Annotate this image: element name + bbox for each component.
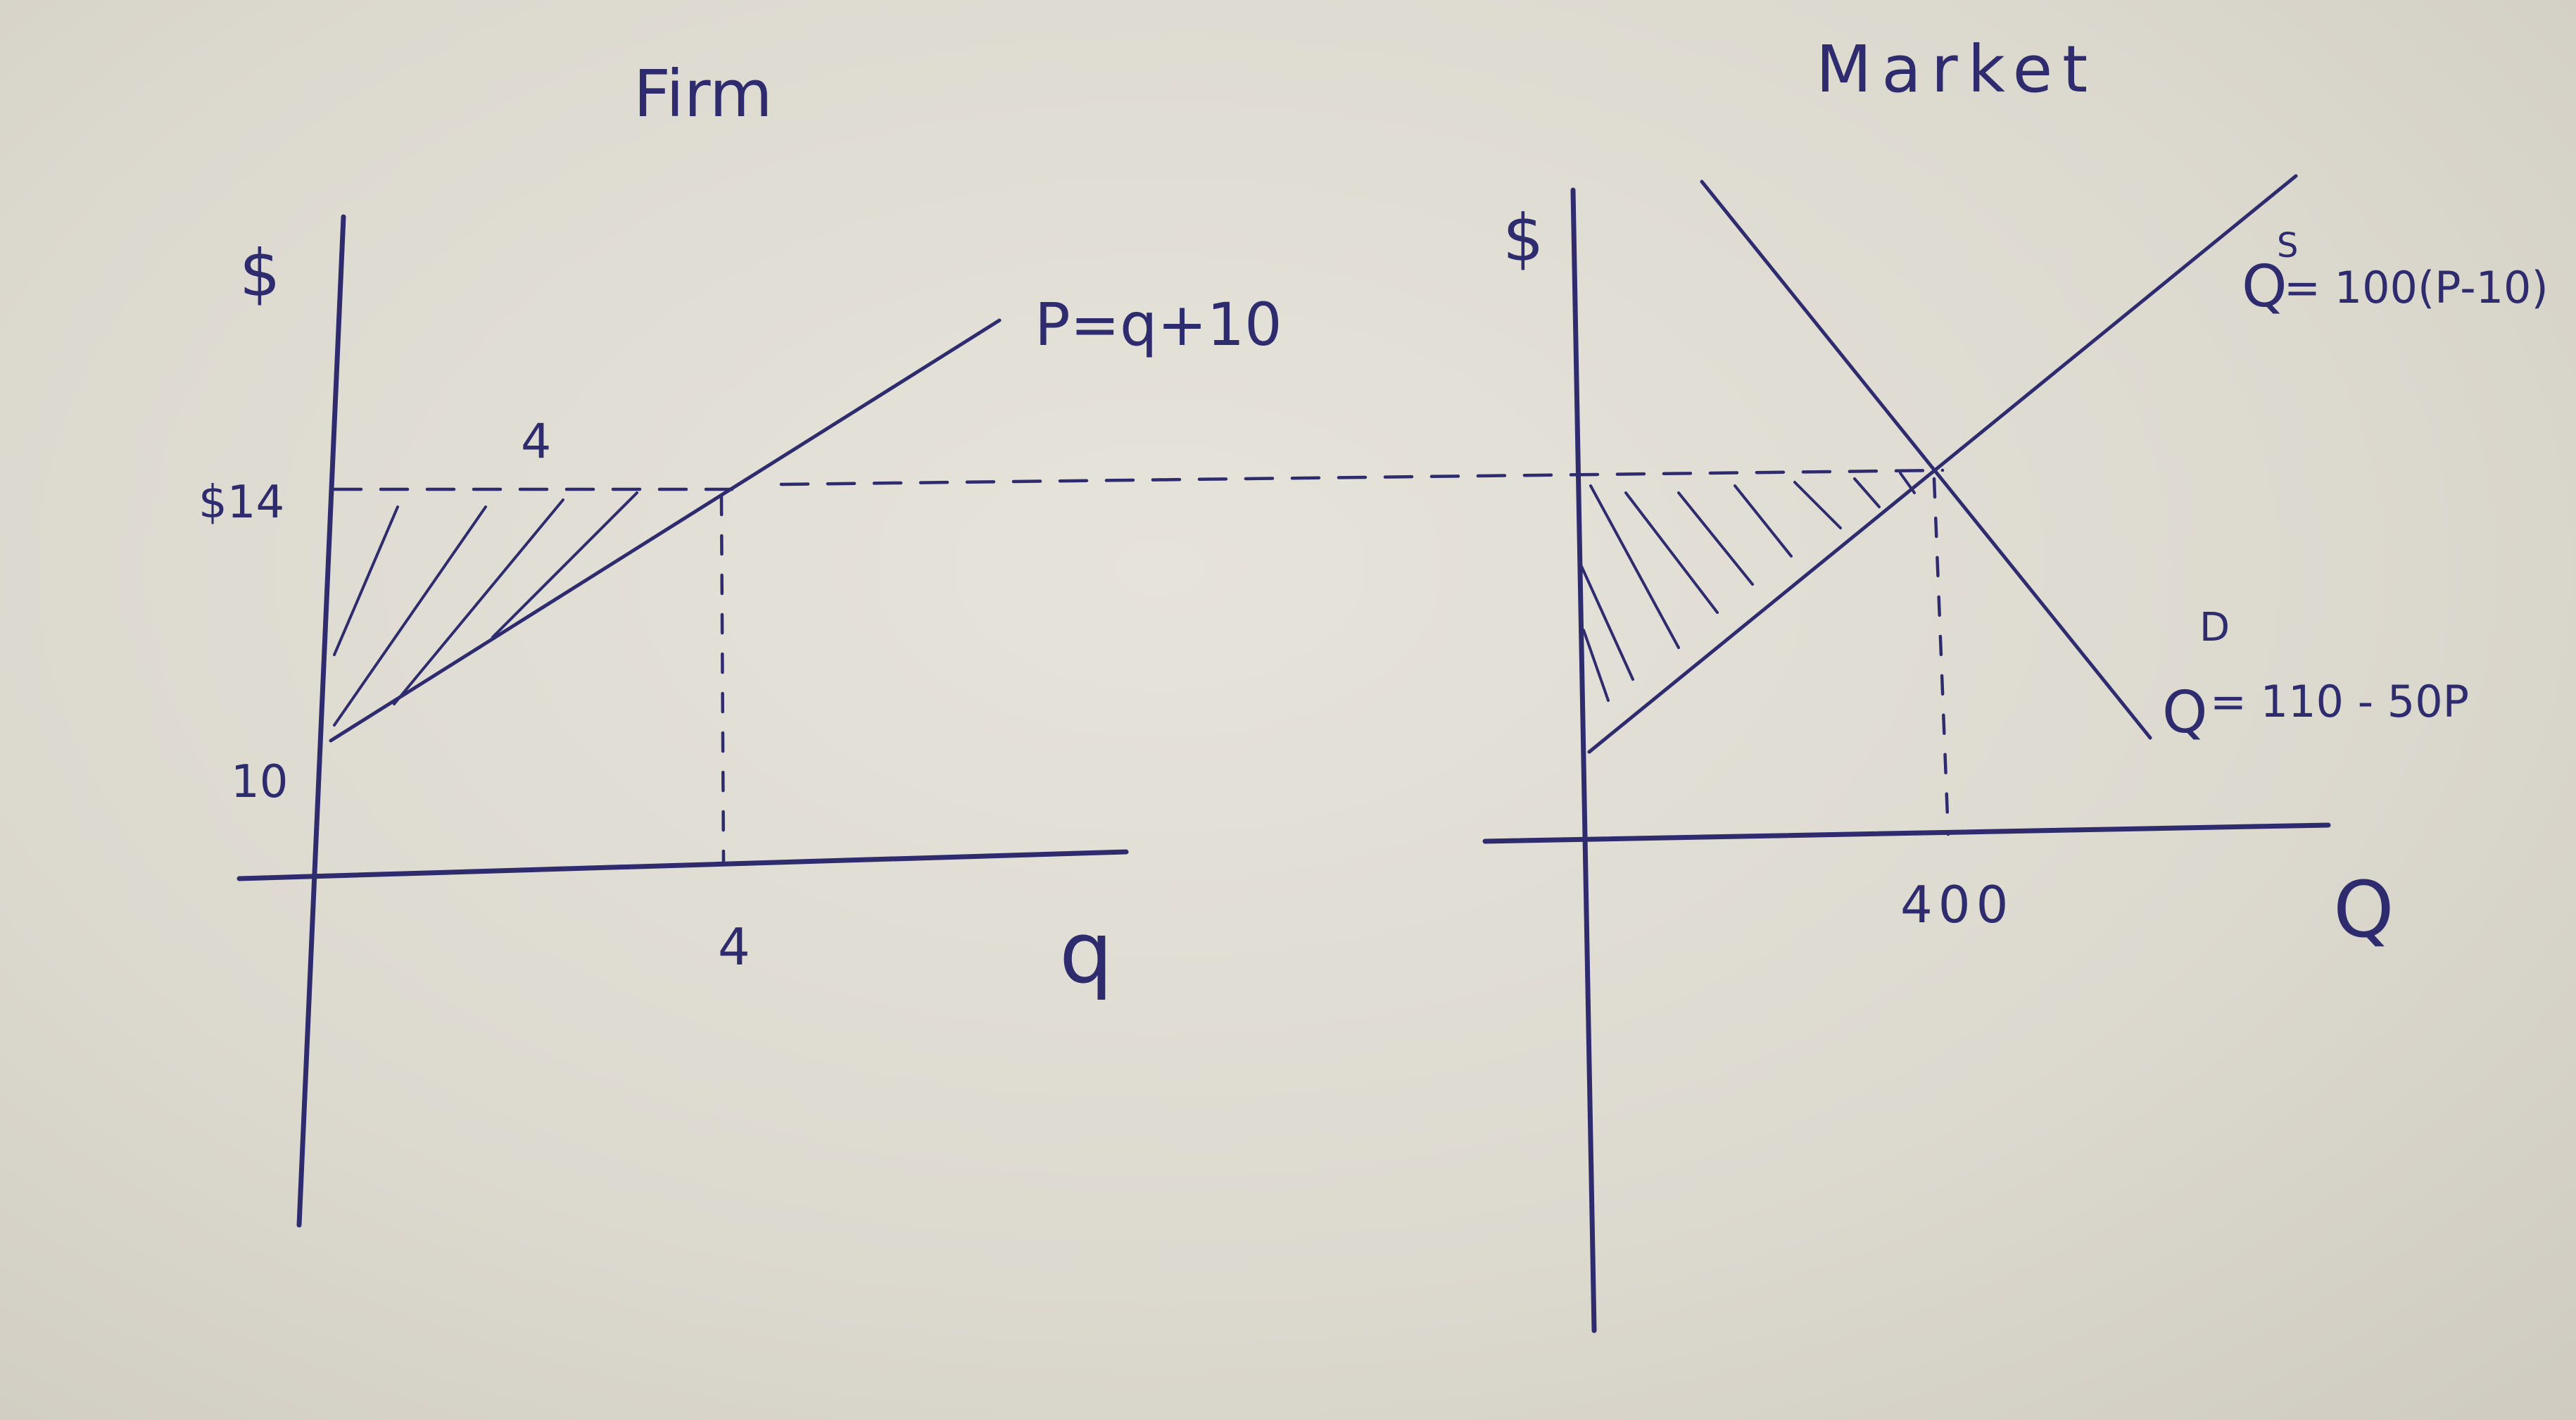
market-title: Market <box>1816 32 2097 107</box>
market-demand-label: Q D = 110 - 50P <box>2162 605 2469 746</box>
firm-supply-curve <box>329 318 1002 743</box>
market-demand-q: Q <box>2162 679 2208 746</box>
firm-y-axis-label: $ <box>239 236 281 311</box>
firm-y-axis <box>296 214 346 1228</box>
firm-x-axis-label: q <box>1059 905 1113 1003</box>
market-y-axis <box>1570 187 1597 1333</box>
market-supply-label: Q S = 100(P-10) <box>2242 226 2549 320</box>
market-supply-curve <box>1587 174 2298 754</box>
firm-curve-label: P=q+10 <box>1035 290 1282 359</box>
market-panel: Market $ Q 400 Q S = 100(P-10) Q D = 110… <box>779 32 2549 1333</box>
firm-price-tick: $14 <box>198 477 284 529</box>
market-producer-surplus-hatch <box>1579 472 1916 702</box>
market-x-axis-label: Q <box>2333 865 2394 955</box>
firm-producer-surplus-hatch <box>333 491 638 727</box>
market-quantity-dashed-line <box>1932 477 1950 836</box>
market-price-dashed-line <box>779 468 1945 486</box>
firm-quantity-dashed-line <box>719 494 726 865</box>
market-supply-superscript: S <box>2277 226 2298 265</box>
firm-x-axis <box>236 849 1129 881</box>
market-quantity-tick: 400 <box>1900 875 2014 934</box>
market-demand-equation: = 110 - 50P <box>2210 676 2469 727</box>
firm-segment-label: 4 <box>521 414 551 470</box>
market-demand-curve <box>1700 180 2152 740</box>
firm-panel: Firm $ q P=q+10 $14 10 4 4 <box>198 56 1282 1228</box>
market-demand-superscript: D <box>2199 605 2230 651</box>
firm-quantity-tick: 4 <box>718 917 750 976</box>
market-x-axis <box>1482 822 2331 844</box>
firm-intercept-tick: 10 <box>231 756 288 808</box>
market-supply-q: Q <box>2242 253 2287 320</box>
firm-title: Firm <box>633 56 773 132</box>
market-y-axis-label: $ <box>1503 201 1544 276</box>
market-supply-equation: = 100(P-10) <box>2284 262 2549 313</box>
